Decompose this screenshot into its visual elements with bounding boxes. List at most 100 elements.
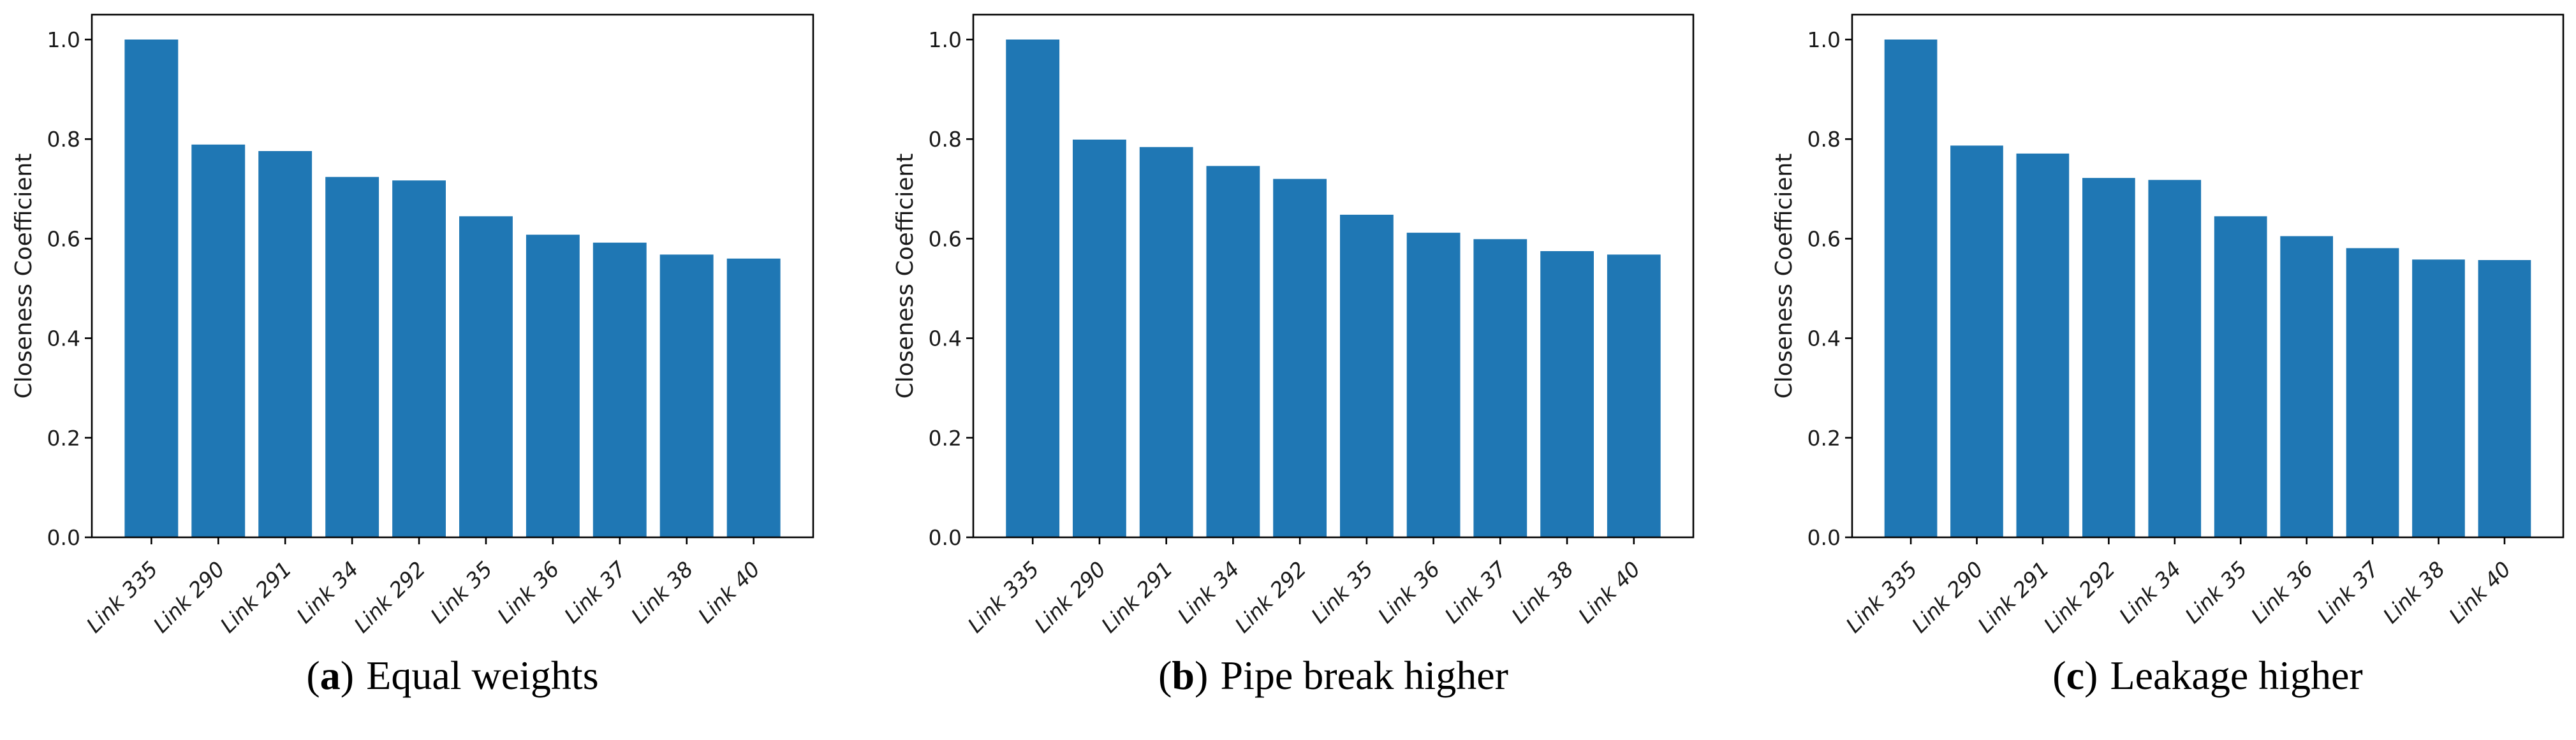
y-tick-label: 0.0 [1807, 525, 1841, 550]
x-tick-label: Link 40 [693, 556, 765, 628]
caption-paren-close: ) [340, 653, 355, 698]
y-tick-label: 0.8 [1807, 127, 1841, 152]
bar [2412, 259, 2465, 537]
y-tick-label: 0.6 [47, 226, 80, 251]
x-tick-label: Link 335 [1841, 556, 1922, 637]
y-tick-label: 0.0 [929, 525, 962, 550]
x-tick-label: Link 36 [2246, 556, 2318, 628]
y-tick-label: 0.8 [929, 127, 962, 152]
x-tick-label: Link 38 [626, 556, 698, 628]
bar [1340, 214, 1394, 537]
x-tick-label: Link 36 [492, 556, 564, 628]
bar [2346, 248, 2399, 537]
bar [2082, 178, 2135, 537]
axes-box [1851, 13, 2565, 539]
bar [191, 144, 246, 538]
caption-text: Leakage higher [2110, 653, 2363, 698]
bar [392, 180, 446, 538]
bar [2214, 216, 2267, 537]
x-tick-label: Link 290 [149, 556, 230, 637]
x-tick-label: Link 292 [1230, 556, 1311, 637]
y-tick-label: 0.2 [47, 426, 80, 451]
bar [1073, 140, 1126, 537]
caption-letter: b [1172, 653, 1195, 698]
bar [1473, 239, 1527, 537]
x-tick-label: Link 37 [2312, 556, 2383, 628]
x-tick-label: Link 291 [1096, 556, 1177, 637]
y-axis-label: Closeness Coefficient [11, 154, 37, 399]
bar [592, 242, 647, 537]
bar [325, 177, 379, 538]
x-tick-label: Link 335 [963, 556, 1044, 637]
x-tick-label: Link 291 [216, 556, 297, 637]
bar [1884, 40, 1938, 537]
axes-box [972, 13, 1695, 539]
y-axis-label: Closeness Coefficient [1771, 154, 1797, 399]
caption-paren-open: ( [306, 653, 320, 698]
y-tick-label: 0.6 [1807, 226, 1841, 251]
x-tick-label: Link 335 [82, 556, 163, 637]
caption-letter: a [320, 653, 341, 698]
bar [2280, 236, 2333, 537]
y-tick-label: 0.2 [1807, 426, 1841, 451]
bar [1206, 166, 1260, 537]
bar [1607, 254, 1661, 537]
y-tick-label: 0.2 [929, 426, 962, 451]
caption-paren-close: ) [1195, 653, 1209, 698]
y-tick-label: 0.8 [47, 127, 80, 152]
x-tick-label: Link 292 [349, 556, 430, 637]
x-tick-label: Link 38 [1506, 556, 1578, 628]
caption-paren-close: ) [2084, 653, 2098, 698]
y-tick-label: 1.0 [1807, 27, 1841, 52]
caption-text: Equal weights [366, 653, 599, 698]
x-tick-label: Link 290 [1029, 556, 1110, 637]
bar [1950, 145, 2003, 537]
y-tick-label: 0.6 [929, 226, 962, 251]
caption-letter: c [2066, 653, 2084, 698]
y-tick-label: 0.4 [47, 326, 80, 351]
bar [526, 235, 580, 537]
subfigure-a-caption: (a) Equal weights [92, 652, 813, 699]
caption-paren-open: ( [1158, 653, 1172, 698]
x-tick-label: Link 35 [425, 556, 497, 628]
y-tick-label: 1.0 [929, 27, 962, 52]
bar [2148, 180, 2202, 537]
bar [258, 151, 313, 537]
caption-paren-open: ( [2052, 653, 2066, 698]
x-tick-label: Link 40 [2444, 556, 2515, 628]
x-tick-label: Link 36 [1373, 556, 1445, 628]
x-tick-label: Link 35 [1306, 556, 1378, 628]
bar [2478, 260, 2531, 537]
axes-box [91, 13, 814, 539]
bar [1139, 147, 1193, 537]
y-tick-label: 1.0 [47, 27, 80, 52]
x-tick-label: Link 38 [2378, 556, 2450, 628]
subfigure-b: 0.0 0.2 0.4 0.6 0.8 1.0 Link 335 Link 290 Link 2… [858, 0, 1717, 740]
x-tick-label: Link 35 [2180, 556, 2251, 628]
bar [124, 40, 179, 537]
bar [1406, 233, 1461, 537]
bar [1273, 178, 1327, 537]
x-tick-label: Link 34 [2114, 556, 2186, 628]
subfigure-c-caption: (c) Leakage higher [1852, 652, 2563, 699]
bar [659, 254, 714, 537]
x-tick-label: Link 37 [559, 556, 631, 628]
x-tick-label: Link 40 [1573, 556, 1645, 628]
x-tick-label: Link 291 [1973, 556, 2054, 637]
caption-text: Pipe break higher [1220, 653, 1508, 698]
y-axis-label: Closeness Coefficient [892, 154, 918, 399]
bar [1006, 40, 1060, 537]
x-tick-label: Link 292 [2039, 556, 2120, 637]
x-tick-label: Link 290 [1907, 556, 1988, 637]
x-tick-label: Link 37 [1439, 556, 1511, 628]
subfigure-c: 0.0 0.2 0.4 0.6 0.8 1.0 Link 335 Link 290 Link 2… [1717, 0, 2576, 740]
subfigure-a: 0.0 0.2 0.4 0.6 0.8 1.0 Link 335 Link 290 Link 2… [0, 0, 858, 740]
bar [1540, 251, 1594, 537]
y-tick-label: 0.4 [929, 326, 962, 351]
y-tick-label: 0.0 [47, 525, 80, 550]
bar [459, 216, 513, 537]
subfigure-b-caption: (b) Pipe break higher [973, 652, 1693, 699]
